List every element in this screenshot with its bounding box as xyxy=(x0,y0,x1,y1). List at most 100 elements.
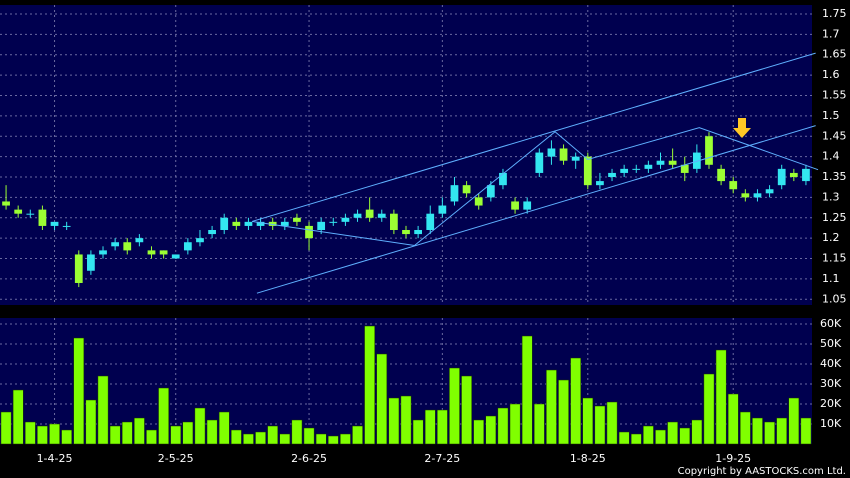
volume-bar xyxy=(643,425,654,445)
volume-bar xyxy=(691,419,703,445)
candle-body xyxy=(620,168,629,173)
candle-body xyxy=(38,209,47,226)
candle-body xyxy=(305,225,313,239)
x-tick-label: 1-4-25 xyxy=(37,452,73,465)
candle-body xyxy=(377,213,386,218)
volume-bar xyxy=(776,417,788,445)
volume-bar xyxy=(655,429,666,445)
volume-bar xyxy=(533,403,545,445)
candle-body xyxy=(220,217,229,230)
candle-body xyxy=(474,197,483,206)
candle-body xyxy=(450,185,459,202)
candle-body xyxy=(293,217,301,222)
volume-bar xyxy=(412,419,424,445)
y-tick-label: 1.65 xyxy=(822,48,847,61)
candle-body xyxy=(523,201,532,210)
volume-bar xyxy=(582,397,594,445)
candle-body xyxy=(317,221,326,230)
y-tick-label: 1.4 xyxy=(822,150,840,163)
volume-bar xyxy=(109,425,121,445)
candle-body xyxy=(183,242,192,251)
candle-body xyxy=(535,152,544,173)
candle-body xyxy=(171,254,180,259)
candle-body xyxy=(62,225,71,227)
candle-body xyxy=(208,230,216,235)
trendline xyxy=(251,52,816,222)
volume-bar xyxy=(182,421,194,445)
volume-bar xyxy=(473,419,485,445)
candle-body xyxy=(365,209,374,218)
x-tick-label: 1-8-25 xyxy=(570,452,606,465)
volume-bar xyxy=(509,403,521,445)
y-tick-label: 1.6 xyxy=(822,68,840,81)
y-tick-label: 1.3 xyxy=(822,190,840,203)
volume-bar xyxy=(558,379,569,445)
candle-body xyxy=(402,230,410,235)
volume-bar xyxy=(727,393,739,445)
y-tick-label: 1.2 xyxy=(822,231,840,244)
volume-bar xyxy=(49,423,60,445)
volume-bar xyxy=(340,433,351,445)
candle-body xyxy=(196,238,204,243)
candle-body xyxy=(547,148,556,157)
y2-tick-label: 50K xyxy=(820,337,842,350)
volume-bar xyxy=(667,421,678,445)
y-tick-label: 1.75 xyxy=(822,7,847,20)
volume-bar xyxy=(703,373,715,445)
trendline xyxy=(252,127,819,247)
y-tick-label: 1.05 xyxy=(822,292,847,305)
candle-body xyxy=(583,156,592,186)
candle-body xyxy=(632,168,641,170)
y-tick-label: 1.35 xyxy=(822,170,847,183)
candle-body xyxy=(2,201,10,206)
volume-bar xyxy=(37,425,48,445)
candle-body xyxy=(244,221,253,226)
candle-body xyxy=(99,250,107,255)
arrow-annotation xyxy=(733,118,751,138)
candle-body xyxy=(87,254,95,271)
candle-body xyxy=(656,160,665,165)
candle-body xyxy=(14,209,23,214)
candle-body xyxy=(135,238,144,243)
candle-body xyxy=(486,185,495,198)
volume-bar xyxy=(352,425,363,445)
volume-bar xyxy=(521,335,533,445)
y-tick-label: 1.15 xyxy=(822,252,847,265)
volume-bar xyxy=(424,409,436,445)
candle-body xyxy=(268,221,277,226)
candle-body xyxy=(789,172,798,178)
candle-body xyxy=(753,193,762,198)
x-tick-label: 2-6-25 xyxy=(291,452,327,465)
volume-bar xyxy=(158,387,169,445)
candle-body xyxy=(692,152,701,169)
volume-bar xyxy=(449,367,460,445)
volume-bar xyxy=(752,417,763,445)
candle-body xyxy=(644,164,653,169)
candle-body xyxy=(26,213,35,215)
candle-body xyxy=(777,168,786,186)
candle-body xyxy=(329,221,338,223)
candle-body xyxy=(426,213,435,230)
candle-body xyxy=(50,221,59,226)
volume-bar xyxy=(255,431,266,445)
volume-bar xyxy=(546,369,557,445)
candle-body xyxy=(596,181,604,186)
y-tick-label: 1.5 xyxy=(822,109,840,122)
volume-bar xyxy=(327,435,339,445)
volume-bar xyxy=(12,389,24,445)
candle-body xyxy=(729,181,738,190)
volume-bar xyxy=(437,409,448,445)
candle-body xyxy=(571,156,580,161)
volume-bar xyxy=(764,421,775,445)
volume-bar xyxy=(570,357,582,445)
volume-bar xyxy=(715,349,727,445)
copyright: Copyright by AASTOCKS.com Ltd. xyxy=(678,466,846,477)
volume-bar xyxy=(279,433,291,445)
volume-bar xyxy=(243,433,254,445)
candle-body xyxy=(499,172,507,186)
candle-body xyxy=(608,172,616,178)
trendline xyxy=(256,125,816,294)
volume-bar xyxy=(291,419,303,445)
candle-body xyxy=(111,242,120,247)
